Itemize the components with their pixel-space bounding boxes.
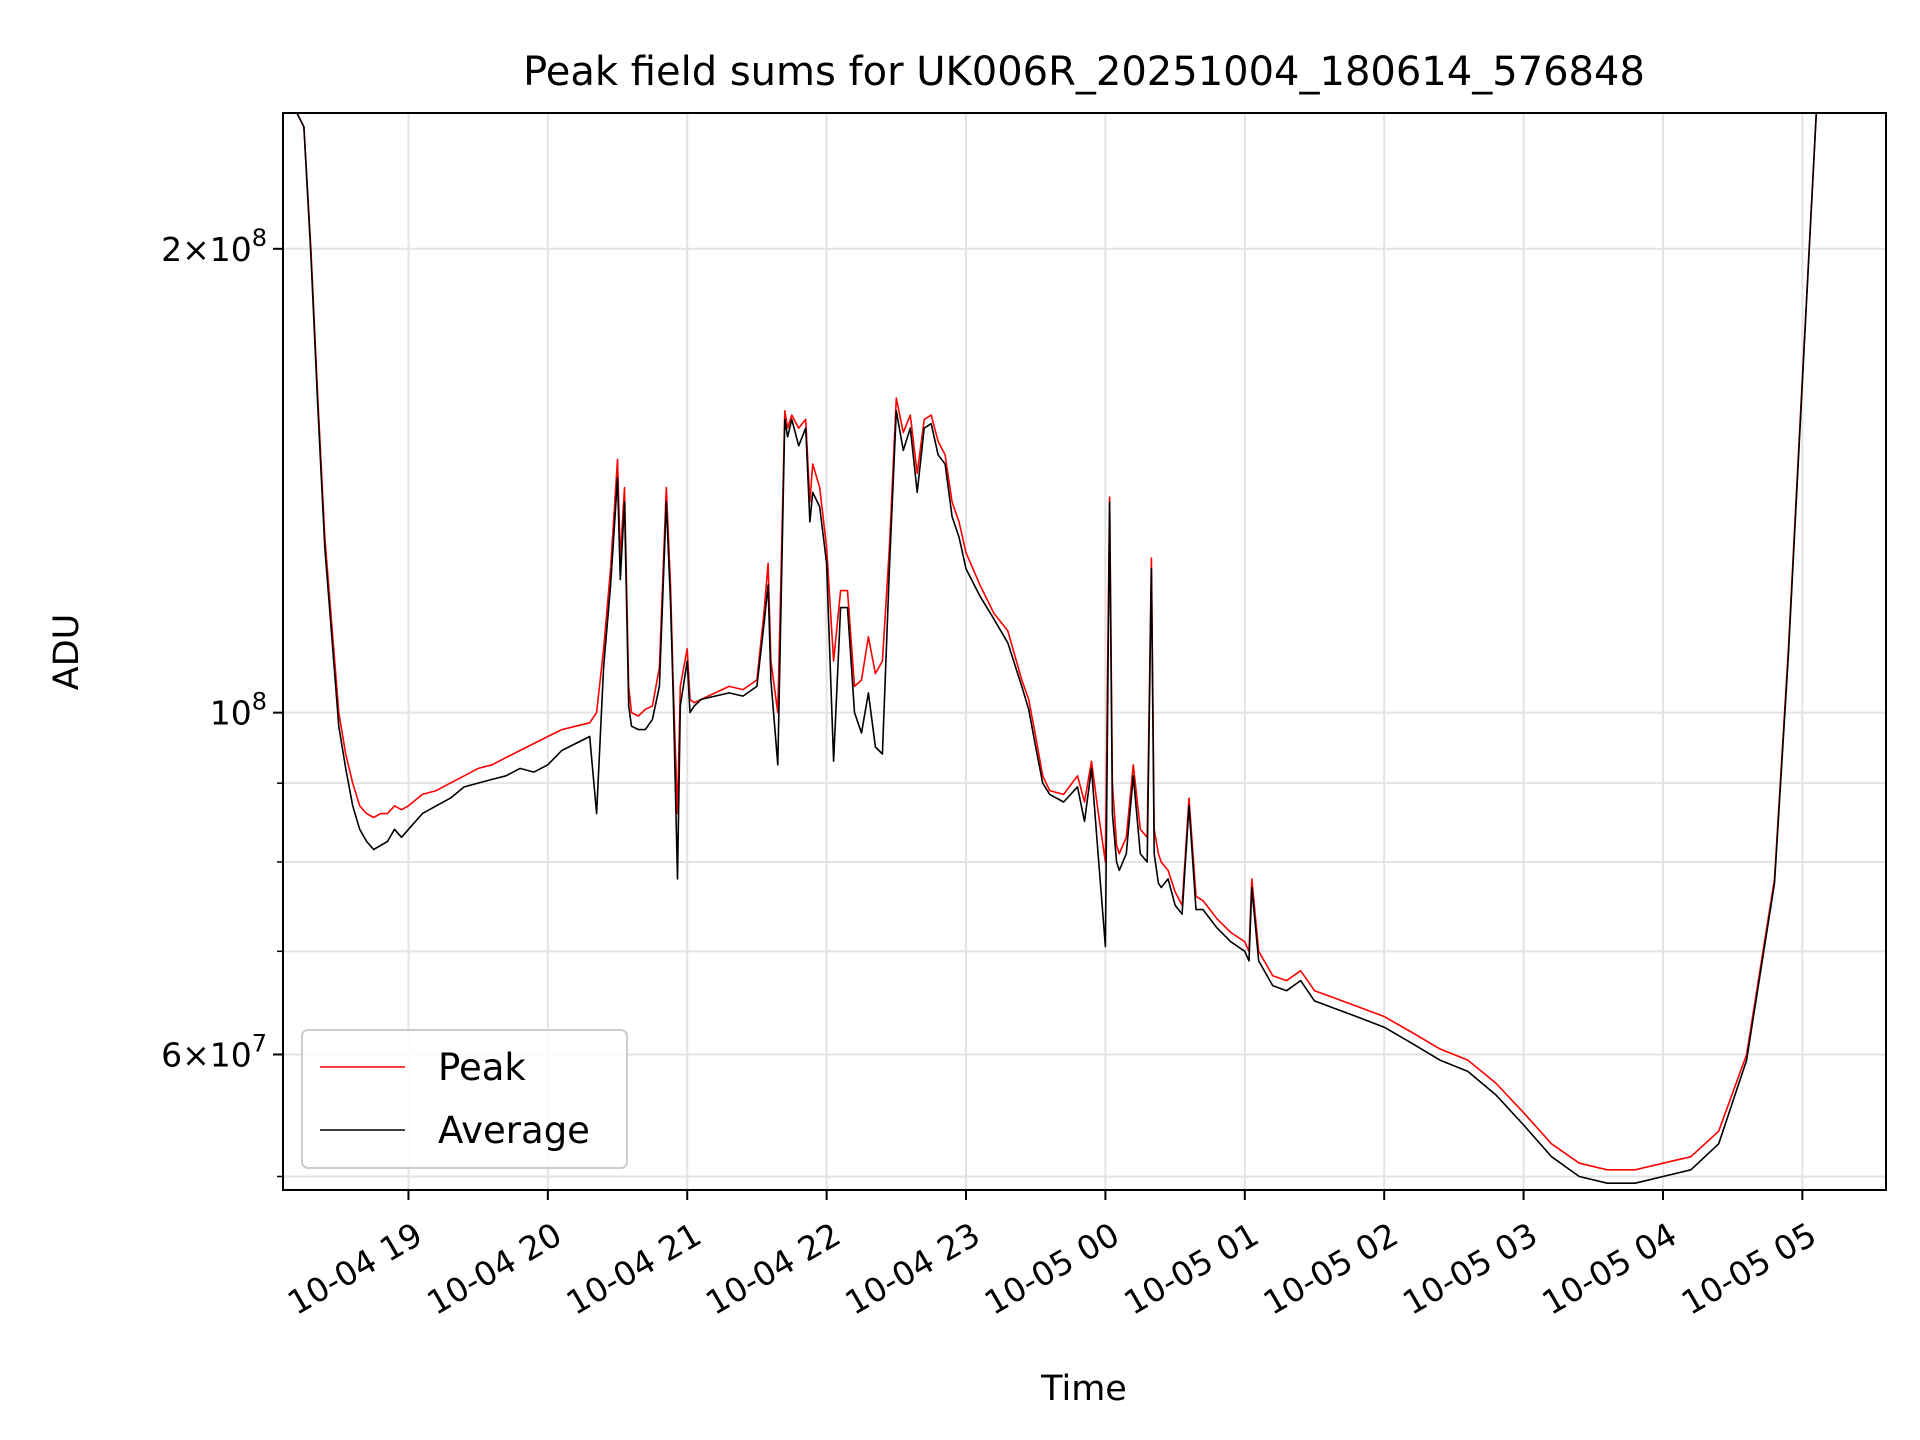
chart-title: Peak field sums for UK006R_20251004_1806…	[523, 49, 1645, 95]
series-line-average	[283, 113, 1831, 1184]
legend-box	[301, 1029, 628, 1169]
series-line-peak	[283, 113, 1831, 1171]
y-axis-ticks: 2×108 108 6×107	[161, 224, 283, 1178]
plot-area-frame	[282, 112, 1887, 1191]
legend-label-average: Average	[438, 1109, 590, 1152]
y-tick-label: 108	[210, 688, 267, 733]
legend-label-peak: Peak	[438, 1046, 526, 1089]
x-axis-label: Time	[1040, 1369, 1127, 1409]
y-tick-label: 6×107	[161, 1029, 267, 1074]
y-tick-label: 2×108	[161, 224, 267, 269]
legend: Peak Average	[301, 1029, 628, 1169]
series-lines	[283, 113, 1831, 1184]
y-axis-label: ADU	[47, 614, 87, 691]
grid-lines	[283, 113, 1886, 1190]
